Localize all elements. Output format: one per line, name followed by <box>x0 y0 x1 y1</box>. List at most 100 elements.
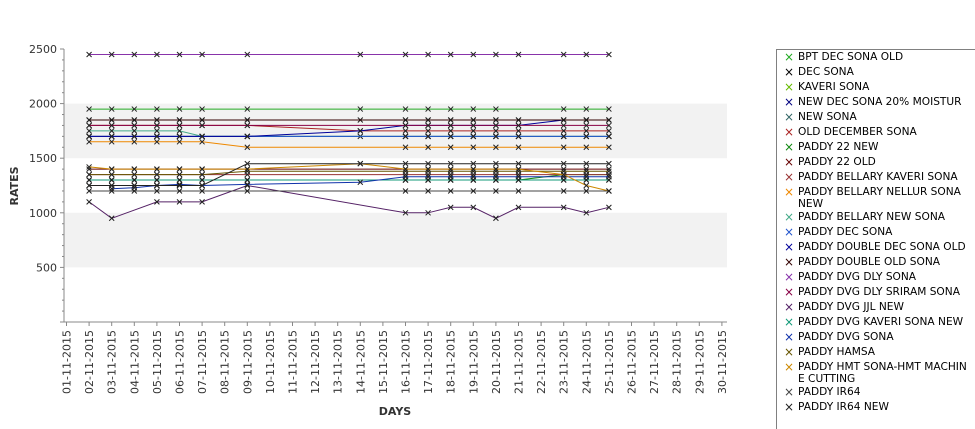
data-point-marker <box>606 117 612 123</box>
data-point-marker <box>425 166 431 172</box>
data-point-marker <box>606 188 612 194</box>
data-point-marker <box>108 177 115 183</box>
legend-marker-icon: × <box>783 125 795 139</box>
data-point-marker <box>447 160 454 167</box>
data-point-marker <box>606 144 612 151</box>
series <box>86 122 612 129</box>
data-point-marker <box>470 128 477 134</box>
data-point-marker <box>108 171 115 178</box>
data-point-marker <box>108 117 115 123</box>
series <box>86 106 612 112</box>
legend-marker-icon: × <box>783 225 795 239</box>
legend-item: × PADDY 22 OLD <box>777 155 975 170</box>
data-point-marker <box>176 171 183 178</box>
legend-item: × PADDY 22 NEW <box>777 140 975 155</box>
data-point-marker <box>425 188 431 194</box>
x-tick-label: 02-11-2015 <box>83 330 96 394</box>
data-point-marker <box>108 182 115 189</box>
data-point-marker <box>606 51 612 58</box>
series <box>86 160 612 194</box>
data-point-marker <box>244 122 251 129</box>
data-point-marker <box>199 177 205 183</box>
data-point-marker <box>470 51 477 58</box>
data-point-marker <box>515 122 522 129</box>
legend-label: PADDY IR64 <box>798 386 861 398</box>
legend-marker-icon: × <box>783 110 795 124</box>
legend-marker-icon: × <box>783 140 795 154</box>
legend-marker-icon: × <box>783 330 795 344</box>
data-point-marker <box>606 160 612 167</box>
legend-label: PADDY DVG KAVERI SONA NEW <box>798 316 964 328</box>
data-point-marker <box>470 144 477 151</box>
legend-marker-icon: × <box>783 270 795 284</box>
data-point-marker <box>131 177 138 183</box>
x-tick-label: 06-11-2015 <box>174 330 187 394</box>
data-point-marker <box>560 160 567 167</box>
x-tick-label: 09-11-2015 <box>241 330 254 394</box>
data-point-marker <box>244 160 251 167</box>
legend-item: × PADDY DVG KAVERI SONA NEW <box>777 315 975 330</box>
y-tick-label: 1500 <box>29 152 57 165</box>
data-point-marker <box>108 51 115 58</box>
data-point-marker <box>86 133 92 140</box>
data-point-marker <box>447 204 454 211</box>
legend-label: PADDY DVG JJL NEW <box>798 301 904 313</box>
legend-marker-icon: × <box>783 255 795 269</box>
data-point-marker <box>447 106 454 112</box>
data-point-marker <box>244 177 251 183</box>
data-point-marker <box>199 199 205 205</box>
legend-label: PADDY DOUBLE OLD SONA <box>798 256 941 268</box>
legend-item: × PADDY DEC SONA <box>777 225 975 240</box>
legend-label: PADDY DOUBLE DEC SONA OLD <box>798 241 966 253</box>
data-point-marker <box>560 133 567 140</box>
x-tick-label: 17-11-2015 <box>422 330 435 394</box>
data-point-marker <box>244 166 251 172</box>
data-point-marker <box>425 160 431 167</box>
legend-marker-icon: × <box>783 360 795 374</box>
data-point-marker <box>606 122 612 129</box>
x-tick-label: 24-11-2015 <box>580 330 593 394</box>
data-point-marker <box>515 204 522 211</box>
legend-item: × OLD DECEMBER SONA <box>777 125 975 140</box>
data-point-marker <box>402 51 409 58</box>
data-point-marker <box>515 51 522 58</box>
data-point-marker <box>425 122 431 129</box>
data-point-marker <box>108 133 115 140</box>
legend-label: PADDY DVG DLY SRIRAM SONA <box>798 286 960 298</box>
data-point-marker <box>402 106 409 112</box>
data-point-marker <box>560 171 567 178</box>
series <box>86 188 612 194</box>
x-tick-label: 04-11-2015 <box>128 330 141 394</box>
x-tick-label: 07-11-2015 <box>196 330 209 394</box>
data-point-marker <box>154 199 160 205</box>
legend-item: × PADDY DOUBLE OLD SONA <box>777 255 975 270</box>
data-point-marker <box>606 166 612 172</box>
data-point-marker <box>425 144 431 151</box>
data-point-marker <box>108 122 115 129</box>
data-point-marker <box>154 182 160 189</box>
data-point-marker <box>86 171 92 178</box>
data-point-marker <box>493 122 499 129</box>
data-point-marker <box>425 209 431 216</box>
legend-marker-icon: × <box>783 155 795 169</box>
data-point-marker <box>606 168 612 175</box>
data-point-marker <box>583 117 590 123</box>
data-point-marker <box>108 188 115 194</box>
legend-label: NEW DEC SONA 20% MOISTUR <box>798 96 962 108</box>
data-point-marker <box>470 204 477 211</box>
x-tick-label: 16-11-2015 <box>400 330 413 394</box>
series <box>86 51 612 58</box>
legend-label: PADDY DVG DLY SONA <box>798 271 917 283</box>
legend-item: × PADDY BELLARY NEW SONA <box>777 210 975 225</box>
data-point-marker <box>515 128 522 134</box>
x-tick-label: 20-11-2015 <box>490 330 503 394</box>
legend-label: KAVERI SONA <box>798 81 870 93</box>
data-point-marker <box>131 133 138 140</box>
legend-label: PADDY BELLARY KAVERI SONA <box>798 171 958 183</box>
data-point-marker <box>86 182 92 189</box>
y-tick-label: 2000 <box>29 98 57 111</box>
x-tick-label: 03-11-2015 <box>106 330 119 394</box>
data-point-marker <box>176 138 183 145</box>
x-tick-label: 28-11-2015 <box>671 330 684 394</box>
legend-marker-icon: × <box>783 185 795 199</box>
